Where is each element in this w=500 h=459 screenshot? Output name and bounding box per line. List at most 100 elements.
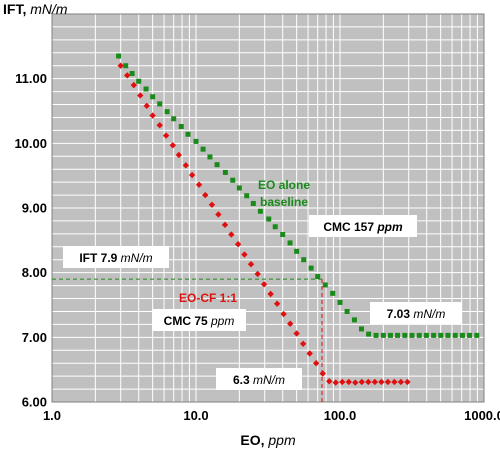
point-eo-alone: [207, 154, 213, 160]
y-tick-label: 6.00: [22, 395, 47, 410]
point-eo-cf: [143, 102, 150, 110]
point-eo-cf: [326, 378, 333, 385]
point-eo-alone: [344, 308, 350, 314]
point-eo-alone: [308, 265, 314, 271]
point-eo-cf: [156, 122, 163, 129]
point-eo-cf: [391, 378, 398, 386]
val63-label: 6.3 mN/m: [233, 373, 285, 387]
point-eo-cf: [182, 162, 190, 169]
y-tick-label: 9.00: [22, 201, 47, 216]
point-eo-alone: [438, 332, 444, 338]
y-tick-label: 7.00: [22, 330, 47, 345]
point-eo-alone: [423, 332, 429, 338]
point-eo-alone: [366, 331, 372, 337]
point-eo-alone: [200, 146, 206, 152]
point-eo-alone: [116, 53, 122, 59]
point-eo-cf: [124, 72, 131, 79]
point-eo-alone: [157, 101, 163, 107]
point-eo-alone: [150, 94, 156, 100]
eo-cf-label: EO-CF 1:1: [179, 291, 237, 305]
point-eo-alone: [171, 116, 177, 122]
point-eo-cf: [188, 171, 196, 179]
point-eo-cf: [202, 191, 209, 199]
ift79-label: IFT 7.9 mN/m: [79, 251, 152, 265]
point-eo-cf: [371, 378, 379, 386]
point-eo-alone: [337, 299, 343, 305]
point-eo-cf: [221, 221, 229, 229]
point-eo-alone: [178, 124, 184, 130]
point-eo-cf: [241, 251, 248, 258]
point-eo-alone: [387, 332, 393, 338]
point-eo-alone: [143, 86, 149, 92]
tick-labels: 1.0 10.0 100.0 1000.0 6.00 7.00 8.00 9.00 10.00 1…: [14, 71, 500, 423]
point-eo-alone: [358, 326, 364, 332]
point-eo-cf: [137, 92, 144, 99]
point-eo-alone: [136, 78, 142, 84]
point-eo-alone: [445, 332, 451, 338]
point-eo-alone: [266, 216, 272, 222]
point-eo-alone: [301, 257, 307, 263]
point-eo-cf: [260, 281, 268, 288]
point-eo-cf: [228, 231, 235, 238]
grid: [51, 13, 485, 403]
point-eo-cf: [345, 378, 352, 386]
eo-baseline-label: baseline: [260, 195, 308, 209]
point-eo-cf: [215, 211, 222, 218]
val63-box: [216, 368, 302, 390]
point-eo-alone: [294, 248, 300, 254]
point-eo-alone: [467, 332, 473, 338]
point-eo-cf: [358, 378, 365, 386]
point-eo-cf: [384, 378, 392, 386]
point-eo-alone: [431, 332, 437, 338]
cmc75-label: CMC 75 ppm: [164, 314, 235, 328]
eo-alone-label: EO alone: [258, 178, 310, 192]
point-eo-cf: [293, 330, 300, 337]
point-eo-alone: [280, 232, 286, 238]
point-eo-alone: [380, 332, 386, 338]
point-eo-alone: [351, 317, 357, 323]
point-eo-alone: [287, 240, 293, 246]
point-eo-alone: [416, 332, 422, 338]
point-eo-alone: [402, 332, 408, 338]
point-eo-cf: [332, 379, 339, 386]
cmc75-box: [152, 309, 246, 331]
point-eo-alone: [409, 332, 415, 338]
point-eo-cf: [162, 132, 170, 139]
point-eo-cf: [273, 300, 281, 307]
point-eo-cf: [267, 290, 274, 298]
point-eo-alone: [459, 332, 465, 338]
point-eo-cf: [280, 310, 287, 318]
point-eo-cf: [169, 142, 176, 149]
point-eo-cf: [234, 241, 242, 248]
x-tick-label: 1000.0: [464, 408, 500, 423]
point-eo-alone: [230, 177, 236, 183]
point-eo-alone: [272, 224, 278, 230]
cmc157-label: CMC 157 ppm: [323, 220, 403, 234]
cmc157-box: [309, 215, 417, 237]
point-eo-cf: [208, 201, 216, 208]
series-eo-alone: [116, 53, 480, 338]
point-eo-cf: [299, 340, 307, 347]
point-eo-alone: [193, 138, 199, 144]
point-eo-cf: [365, 378, 372, 386]
point-eo-cf: [306, 350, 313, 357]
point-eo-alone: [315, 274, 321, 280]
val703-label: 7.03 mN/m: [387, 307, 446, 321]
point-eo-alone: [257, 208, 263, 214]
point-eo-cf: [195, 181, 203, 188]
x-tick-label: 10.0: [183, 408, 208, 423]
point-eo-alone: [250, 200, 256, 206]
point-eo-alone: [185, 131, 191, 137]
point-eo-cf: [117, 62, 124, 69]
y-tick-label: 8.00: [22, 265, 47, 280]
series-eo-cf: [117, 62, 411, 386]
point-eo-cf: [287, 320, 294, 327]
y-axis-title: IFT, mN/m: [3, 1, 68, 17]
point-eo-cf: [378, 378, 385, 386]
x-axis-title: EO, ppm: [240, 432, 296, 448]
point-eo-alone: [123, 63, 129, 69]
point-eo-alone: [395, 332, 401, 338]
point-eo-alone: [322, 282, 328, 288]
point-eo-alone: [373, 332, 379, 338]
